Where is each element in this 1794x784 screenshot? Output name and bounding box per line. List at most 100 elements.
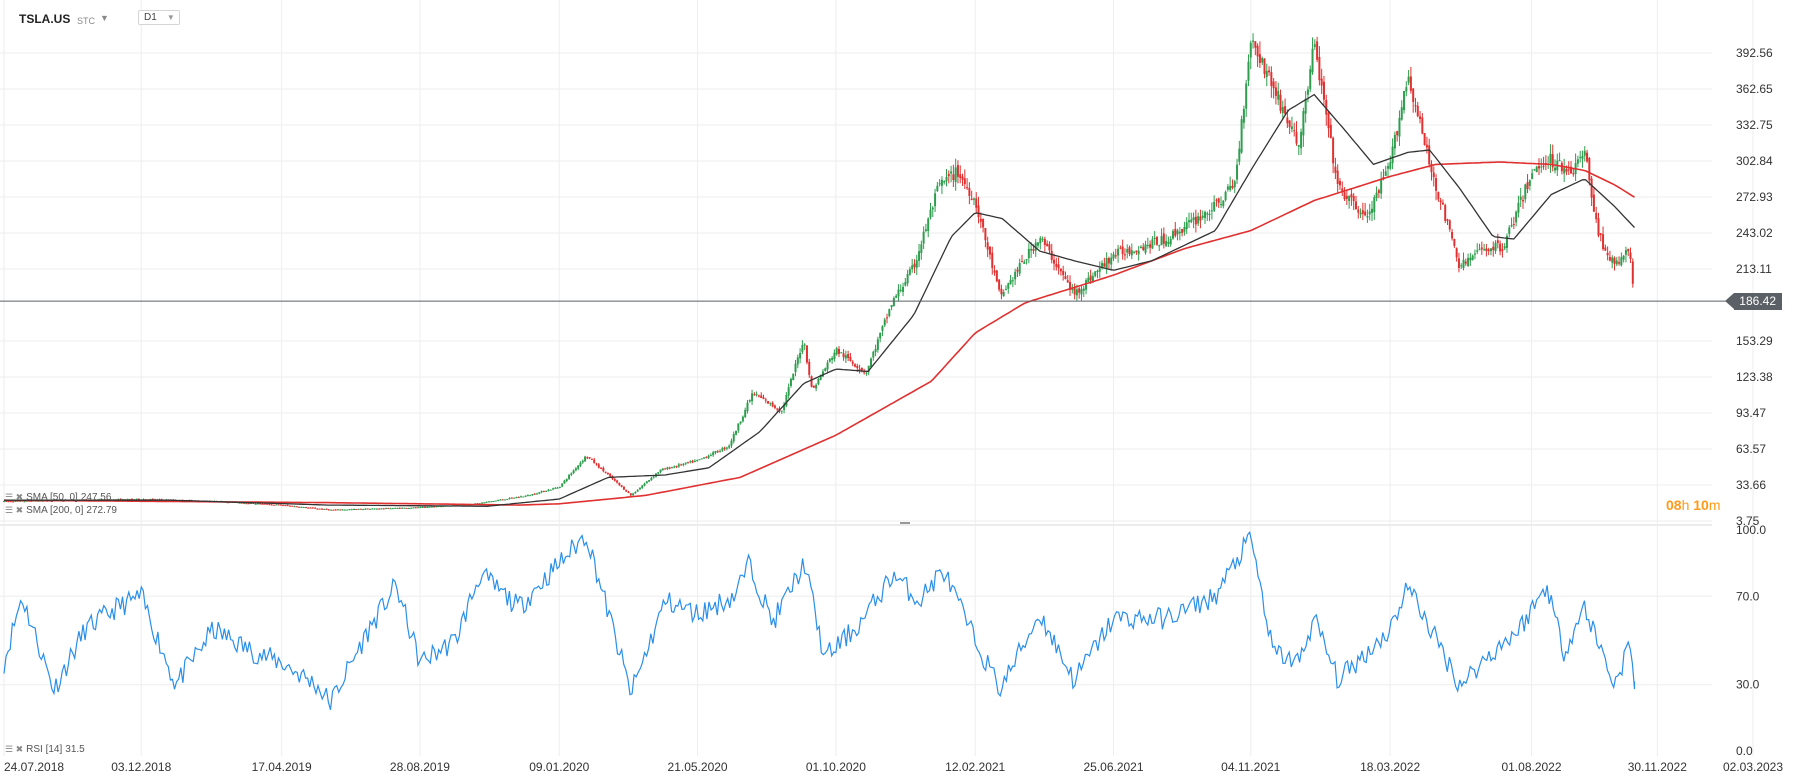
indicator-menu-icon[interactable]: ☰ ✖ [5, 505, 24, 515]
candle-body [121, 499, 124, 501]
candle-body [1039, 238, 1042, 244]
candle-body [737, 423, 740, 431]
sma50-value: 247.56 [80, 492, 112, 503]
candle-body [1101, 263, 1104, 267]
candle-body [1602, 234, 1605, 250]
candle-body [499, 499, 502, 501]
candle-body [240, 502, 243, 504]
candle-body [1119, 247, 1122, 249]
candle-body [362, 509, 365, 511]
candle-body [622, 486, 625, 490]
candle-body [279, 504, 282, 506]
candle-body [487, 501, 490, 503]
candle-body [725, 447, 728, 449]
candle-body [1345, 195, 1348, 199]
candle-body [988, 246, 991, 255]
candle-body [890, 305, 893, 308]
candle-body [577, 465, 580, 469]
candle-body [1302, 111, 1305, 136]
candle-body [405, 507, 408, 509]
candle-body [538, 492, 541, 494]
indicator-rsi-legend[interactable]: ☰ ✖ RSI [14] 31.5 [5, 744, 85, 755]
rsi-label: RSI [14] [26, 744, 63, 755]
candle-body [1551, 154, 1554, 168]
candle-body [1057, 264, 1060, 269]
candle-body [1492, 246, 1495, 251]
candle-body [1208, 213, 1211, 215]
candle-body [288, 505, 291, 507]
candle-body [1444, 204, 1447, 221]
candle-body [634, 491, 637, 494]
symbol-label[interactable]: TSLA.US [19, 12, 71, 26]
candle-body [227, 502, 230, 504]
candle-body [1107, 258, 1110, 264]
candle-body [23, 501, 26, 503]
candle-body [1405, 87, 1408, 92]
candle-body [1572, 173, 1575, 175]
candle-body [1103, 263, 1106, 267]
candle-body [1201, 215, 1204, 218]
candle-body [1158, 245, 1161, 247]
instrument-type-label[interactable]: STC [77, 16, 95, 26]
chevron-down-icon[interactable]: ▼ [100, 13, 109, 23]
candle-body [1226, 186, 1229, 190]
candle-body [1073, 288, 1076, 295]
candle-body [1469, 257, 1472, 261]
candles [3, 33, 1634, 511]
candle-body [1554, 167, 1557, 171]
timeframe-selector[interactable]: D1 ▼ [138, 10, 180, 25]
candle-body [245, 503, 248, 505]
candle-body [1563, 167, 1566, 174]
candle-body [1515, 211, 1518, 223]
candle-body [314, 507, 317, 509]
candle-body [833, 352, 836, 359]
sma50-label: SMA [50, 0] [26, 492, 78, 503]
candle-body [920, 244, 923, 254]
candle-body [606, 472, 609, 475]
candle-body [979, 218, 982, 222]
candle-body [924, 229, 927, 231]
candle-body [1380, 180, 1383, 194]
indicator-sma50-legend[interactable]: ☰ ✖ SMA [50, 0] 247.56 [5, 492, 111, 503]
candle-body [1240, 119, 1243, 153]
candle-body [391, 508, 394, 510]
candle-body [563, 480, 566, 484]
candle-body [707, 455, 710, 458]
indicator-menu-icon[interactable]: ☰ ✖ [5, 492, 24, 502]
candle-body [1027, 248, 1030, 259]
candle-body [421, 506, 424, 508]
candle-body [1256, 45, 1259, 57]
candle-body [835, 348, 838, 355]
candle-body [803, 344, 806, 346]
candle-body [739, 421, 742, 424]
candle-body [364, 508, 367, 510]
candle-body [1608, 257, 1611, 261]
candle-body [794, 363, 797, 373]
candle-body [1540, 166, 1543, 168]
candle-body [837, 348, 840, 354]
candle-body [1325, 100, 1328, 115]
candle-body [664, 468, 667, 470]
candle-body [1174, 228, 1177, 236]
candle-body [1268, 70, 1271, 73]
candle-body [1485, 248, 1488, 252]
indicator-menu-icon[interactable]: ☰ ✖ [5, 744, 24, 754]
candle-body [540, 491, 543, 493]
candle-body [998, 279, 1001, 290]
candle-body [545, 490, 548, 492]
candle-body [270, 504, 273, 506]
candle-body [684, 462, 687, 464]
candle-body [1252, 40, 1255, 42]
date-tick-label: 12.02.2021 [945, 760, 1005, 774]
price-tick-label: 93.47 [1736, 406, 1766, 420]
candle-body [1213, 201, 1216, 211]
candle-body [266, 503, 269, 505]
indicator-sma200-legend[interactable]: ☰ ✖ SMA [200, 0] 272.79 [5, 505, 117, 516]
candle-body [417, 507, 420, 509]
candle-body [1160, 236, 1163, 246]
candle-body [510, 497, 513, 499]
candle-body [586, 457, 589, 459]
candle-body [1505, 235, 1508, 248]
candle-body [119, 498, 122, 500]
candle-body [1181, 229, 1184, 233]
